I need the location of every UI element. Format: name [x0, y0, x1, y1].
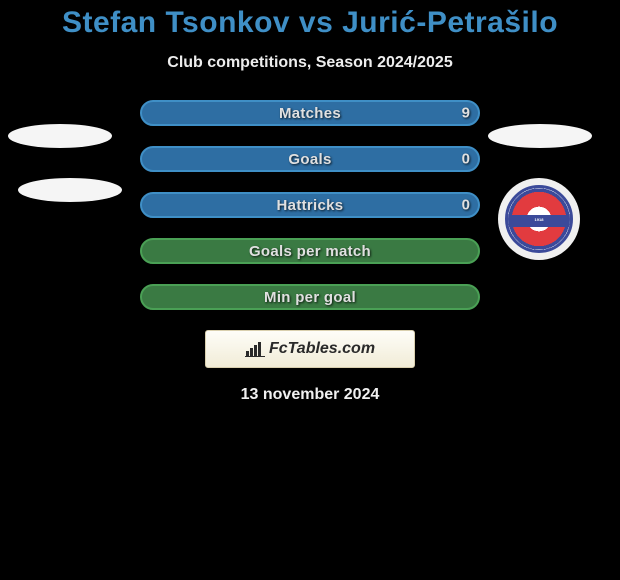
stat-bar: Matches 9: [140, 100, 480, 126]
silhouette-ellipse: [18, 178, 122, 202]
stat-bar-value: 0: [462, 151, 470, 168]
stat-bar: Hattricks 0: [140, 192, 480, 218]
bar-chart-icon: [245, 341, 265, 357]
stat-bar-value: 9: [462, 105, 470, 122]
stat-bar-row: Min per goal: [0, 284, 620, 310]
subtitle: Club competitions, Season 2024/2025: [0, 54, 620, 72]
date-text: 13 november 2024: [0, 386, 620, 404]
stat-bar-label: Goals: [288, 151, 331, 168]
page-title: Stefan Tsonkov vs Jurić-Petrašilo: [0, 0, 620, 40]
stat-bar-label: Hattricks: [277, 197, 344, 214]
stat-bar-label: Matches: [279, 105, 341, 122]
branding-text: FcTables.com: [269, 340, 375, 358]
stat-bar-label: Goals per match: [249, 243, 371, 260]
stat-bar-row: Matches 9: [0, 100, 620, 126]
silhouette-ellipse: [8, 124, 112, 148]
club-logo-year: 1918: [508, 217, 570, 222]
stat-bar-value: 0: [462, 197, 470, 214]
silhouette-ellipse: [488, 124, 592, 148]
club-logo-inner: 1918: [505, 185, 573, 253]
stat-bar: Goals per match: [140, 238, 480, 264]
stat-bar-label: Min per goal: [264, 289, 356, 306]
stat-bar-row: Goals 0: [0, 146, 620, 172]
branding-box[interactable]: FcTables.com: [205, 330, 415, 368]
stat-bar: Min per goal: [140, 284, 480, 310]
stat-bar: Goals 0: [140, 146, 480, 172]
club-logo: 1918: [498, 178, 580, 260]
